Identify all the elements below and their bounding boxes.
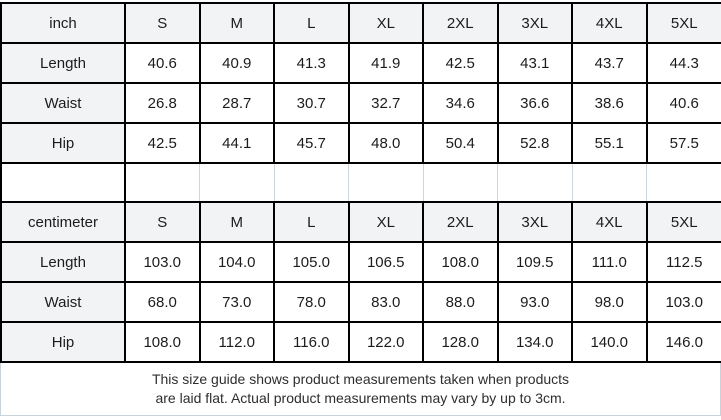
value-cell: 93.0: [498, 282, 573, 322]
row-label: Waist: [1, 83, 125, 123]
value-cell: 43.1: [498, 43, 573, 83]
size-header-cell: 5XL: [647, 202, 721, 242]
value-cell: 48.0: [349, 123, 424, 163]
value-cell: 55.1: [572, 123, 647, 163]
value-cell: 140.0: [572, 322, 647, 362]
row-label: Waist: [1, 282, 125, 322]
value-cell: 44.3: [647, 43, 721, 83]
value-cell: 111.0: [572, 242, 647, 282]
value-cell: 43.7: [572, 43, 647, 83]
value-cell: 83.0: [349, 282, 424, 322]
size-header-cell: XL: [349, 202, 424, 242]
value-cell: 57.5: [647, 123, 721, 163]
value-cell: 112.0: [200, 322, 275, 362]
size-header-cell: 3XL: [498, 3, 573, 43]
value-cell: 50.4: [423, 123, 498, 163]
note-line-1: This size guide shows product measuremen…: [152, 370, 569, 389]
value-cell: 116.0: [274, 322, 349, 362]
size-header-cell: M: [200, 3, 275, 43]
value-cell: 52.8: [498, 123, 573, 163]
value-cell: 106.5: [349, 242, 424, 282]
value-cell: 105.0: [274, 242, 349, 282]
value-cell: 42.5: [125, 123, 200, 163]
value-cell: 28.7: [200, 83, 275, 123]
row-label: Length: [1, 43, 125, 83]
value-cell: 103.0: [125, 242, 200, 282]
value-cell: 36.6: [498, 83, 573, 123]
spacer-cell: [1, 163, 125, 202]
value-cell: 45.7: [274, 123, 349, 163]
value-cell: 146.0: [647, 322, 721, 362]
value-cell: 41.9: [349, 43, 424, 83]
value-cell: 40.9: [200, 43, 275, 83]
unit-label-centimeter: centimeter: [1, 202, 125, 242]
value-cell: 40.6: [647, 83, 721, 123]
value-cell: 32.7: [349, 83, 424, 123]
value-cell: 98.0: [572, 282, 647, 322]
value-cell: 40.6: [125, 43, 200, 83]
size-guide-note: This size guide shows product measuremen…: [0, 363, 721, 416]
value-cell: 41.3: [274, 43, 349, 83]
value-cell: 34.6: [423, 83, 498, 123]
row-label: Hip: [1, 322, 125, 362]
size-header-cell: 4XL: [572, 202, 647, 242]
spacer-cell: [423, 163, 498, 202]
table-spacer-row: [1, 163, 721, 202]
spacer-cell: [349, 163, 424, 202]
value-cell: 122.0: [349, 322, 424, 362]
size-header-cell: M: [200, 202, 275, 242]
value-cell: 134.0: [498, 322, 573, 362]
value-cell: 73.0: [200, 282, 275, 322]
size-header-cell: 2XL: [423, 202, 498, 242]
size-header-cell: 4XL: [572, 3, 647, 43]
size-header-cell: L: [274, 202, 349, 242]
value-cell: 38.6: [572, 83, 647, 123]
value-cell: 103.0: [647, 282, 721, 322]
spacer-cell: [647, 163, 721, 202]
value-cell: 88.0: [423, 282, 498, 322]
size-header-cell: S: [125, 202, 200, 242]
spacer-cell: [498, 163, 573, 202]
row-label: Hip: [1, 123, 125, 163]
spacer-cell: [200, 163, 275, 202]
value-cell: 26.8: [125, 83, 200, 123]
spacer-cell: [274, 163, 349, 202]
value-cell: 44.1: [200, 123, 275, 163]
value-cell: 78.0: [274, 282, 349, 322]
value-cell: 42.5: [423, 43, 498, 83]
value-cell: 108.0: [423, 242, 498, 282]
value-cell: 30.7: [274, 83, 349, 123]
unit-label-inch: inch: [1, 3, 125, 43]
size-header-cell: S: [125, 3, 200, 43]
size-header-cell: 2XL: [423, 3, 498, 43]
spacer-cell: [572, 163, 647, 202]
size-header-cell: XL: [349, 3, 424, 43]
row-label: Length: [1, 242, 125, 282]
size-header-cell: L: [274, 3, 349, 43]
value-cell: 108.0: [125, 322, 200, 362]
value-cell: 112.5: [647, 242, 721, 282]
note-line-2: are laid flat. Actual product measuremen…: [155, 389, 565, 408]
value-cell: 68.0: [125, 282, 200, 322]
value-cell: 128.0: [423, 322, 498, 362]
size-header-cell: 3XL: [498, 202, 573, 242]
value-cell: 109.5: [498, 242, 573, 282]
spacer-cell: [125, 163, 200, 202]
size-header-cell: 5XL: [647, 3, 721, 43]
value-cell: 104.0: [200, 242, 275, 282]
